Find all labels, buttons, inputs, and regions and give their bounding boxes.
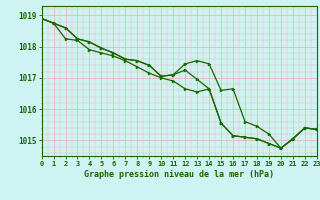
X-axis label: Graphe pression niveau de la mer (hPa): Graphe pression niveau de la mer (hPa) <box>84 170 274 179</box>
